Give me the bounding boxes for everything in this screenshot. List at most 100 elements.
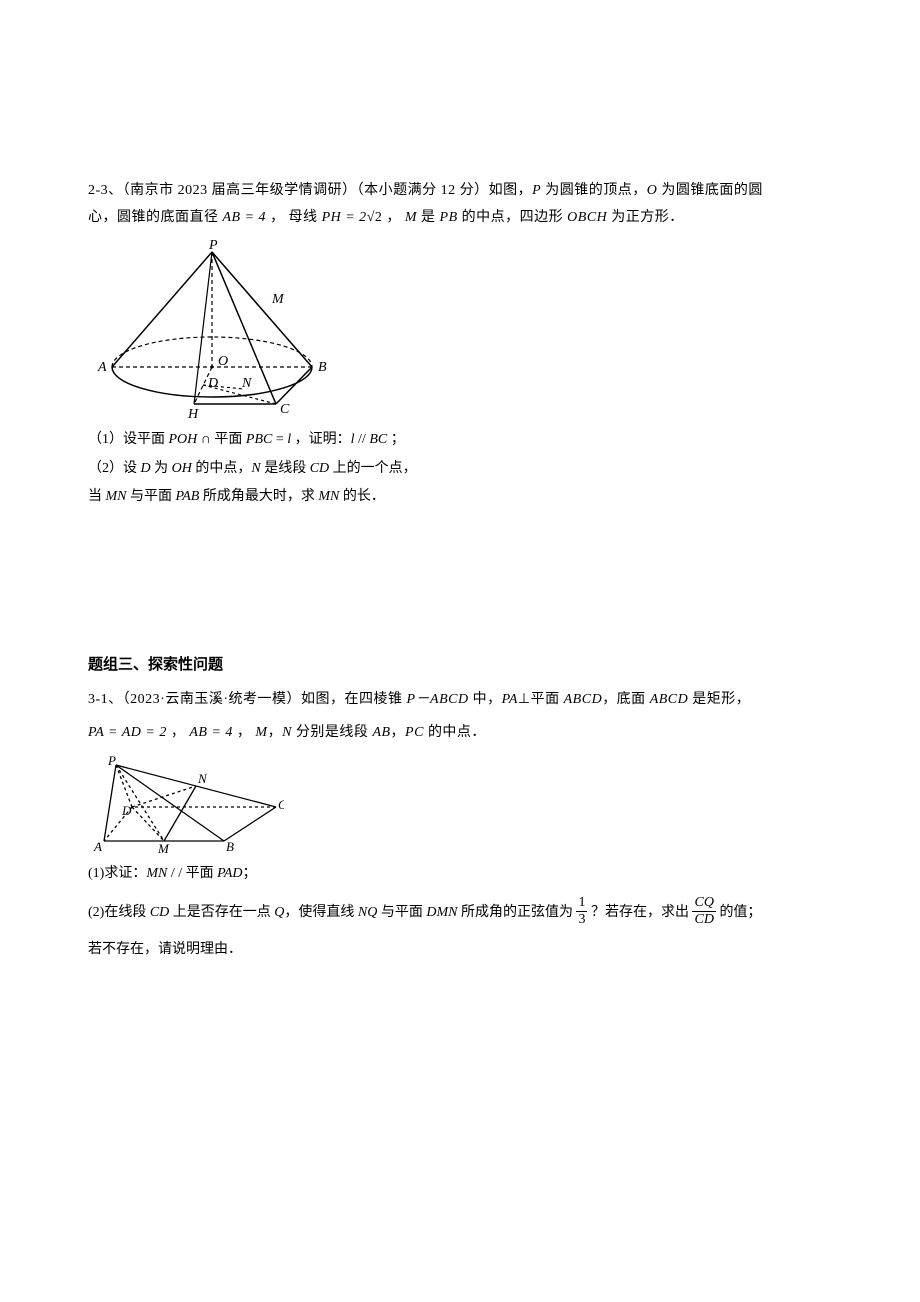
text: = <box>272 432 287 447</box>
var-OH: OH <box>172 461 192 476</box>
label-P: P <box>107 753 116 768</box>
var-BC: BC <box>369 432 387 447</box>
text: ，证明： <box>291 432 351 447</box>
var-ABCD: ABCD <box>564 692 603 707</box>
text: 上是否存在一点 <box>169 905 274 920</box>
text: ⊥平面 <box>518 692 564 707</box>
text: ，使得直线 <box>284 905 358 920</box>
var-CD: CD <box>150 905 169 920</box>
text: 与平面 <box>127 489 176 504</box>
var-NQ: NQ <box>358 905 377 920</box>
var-M: M <box>255 725 267 740</box>
problem-2-3: 2-3、（南京市 2023 届高三年级学情调研）（本小题满分 12 分）如图，P… <box>88 178 832 511</box>
var-MN: MN <box>146 866 167 881</box>
frac-num: CQ <box>692 895 715 911</box>
var-P: P <box>532 183 541 198</box>
text: ， 母线 <box>270 210 322 225</box>
text: 的长． <box>339 489 385 504</box>
text: ？若存在，求出 <box>587 905 692 920</box>
problem-3-1-sub2: (2)在线段 CD 上是否存在一点 Q，使得直线 NQ 与平面 DMN 所成角的… <box>88 897 832 929</box>
label-A: A <box>93 839 102 854</box>
label-O: O <box>218 354 228 369</box>
text: 上的一个点， <box>329 461 417 476</box>
var-PAD: PAD <box>217 866 242 881</box>
text: 的中点，四边形 <box>458 210 568 225</box>
text: （2）设 <box>88 461 141 476</box>
text: ； <box>387 432 405 447</box>
var-PA: PA <box>502 692 518 707</box>
text: 所成角最大时，求 <box>199 489 318 504</box>
problem-2-3-sub1: （1）设平面 POH ∩ 平面 PBC = l ，证明：l // BC ； <box>88 427 832 454</box>
text: ； <box>243 866 257 881</box>
label-D: D <box>121 803 132 818</box>
figure-2-3: P M A O B D N H C <box>92 237 832 421</box>
figure-3-1: P N D C A M B <box>92 753 832 855</box>
var-POH: POH <box>169 432 198 447</box>
text: ，底面 <box>602 692 650 707</box>
var-PB: PB <box>440 210 458 225</box>
var-PAB: PAB <box>176 489 200 504</box>
text: ， <box>391 725 406 740</box>
var-N: N <box>251 461 260 476</box>
var-OBCH: OBCH <box>567 210 607 225</box>
text: // <box>355 432 370 447</box>
text: 是矩形， <box>688 692 750 707</box>
problem-2-3-sub2: （2）设 D 为 OH 的中点，N 是线段 CD 上的一个点， <box>88 456 832 483</box>
eq-val-4: = 4 <box>207 725 236 740</box>
label-M: M <box>271 292 285 307</box>
text: ， <box>237 725 256 740</box>
eq-ab-4: = 4 <box>241 210 270 225</box>
frac-num: 1 <box>576 895 587 911</box>
var-PBC: PBC <box>246 432 272 447</box>
eq-pa-ad: PA = AD <box>88 725 141 740</box>
text: 2-3、（南京市 2023 届高三年级学情调研）（本小题满分 12 分）如图， <box>88 183 532 198</box>
text: ， <box>382 210 405 225</box>
text: ， <box>171 725 190 740</box>
cone-figure-svg: P M A O B D N H C <box>92 237 344 421</box>
text: 为正方形． <box>607 210 684 225</box>
frac-den: CD <box>692 912 715 927</box>
text: 为圆锥的顶点， <box>541 183 647 198</box>
text: 的中点． <box>424 725 486 740</box>
var-DMN: DMN <box>426 905 457 920</box>
text: 所成角的正弦值为 <box>457 905 576 920</box>
text: 的中点， <box>192 461 252 476</box>
label-B: B <box>226 839 234 854</box>
text: 心，圆锥的底面直径 <box>88 210 223 225</box>
eq-val-2: = 2 <box>141 725 170 740</box>
text: 为圆锥底面的圆 <box>657 183 763 198</box>
label-M: M <box>157 841 170 855</box>
var-Q: Q <box>274 905 284 920</box>
problem-3-1: 3-1、（2023·云南玉溪·统考一模）如图，在四棱锥 P－ABCD 中，PA⊥… <box>88 687 832 963</box>
problem-2-3-line2: 心，圆锥的底面直径 AB = 4 ， 母线 PH = 2√2 ， M 是 PB … <box>88 205 832 232</box>
text: / / 平面 <box>167 866 217 881</box>
label-N: N <box>241 376 252 391</box>
var-N: N <box>282 725 292 740</box>
var-PH: PH <box>322 210 342 225</box>
var-P-ABCD: P－ABCD <box>407 692 469 707</box>
text: （1）设平面 <box>88 432 169 447</box>
var-MN: MN <box>106 489 127 504</box>
problem-3-1-sub1: (1)求证：MN / / 平面 PAD； <box>88 861 832 888</box>
problem-2-3-sub3: 当 MN 与平面 PAB 所成角最大时，求 MN 的长． <box>88 484 832 511</box>
problem-2-3-line1: 2-3、（南京市 2023 届高三年级学情调研）（本小题满分 12 分）如图，P… <box>88 178 832 205</box>
problem-3-1-sub3: 若不存在，请说明理由． <box>88 937 832 964</box>
label-D: D <box>207 376 218 391</box>
var-D: D <box>141 461 151 476</box>
frac-den: 3 <box>576 912 587 927</box>
label-P: P <box>208 238 218 253</box>
pyramid-figure-svg: P N D C A M B <box>92 753 284 855</box>
problem-3-1-line1: 3-1、（2023·云南玉溪·统考一模）如图，在四棱锥 P－ABCD 中，PA⊥… <box>88 687 832 714</box>
section-3-heading: 题组三、探索性问题 <box>88 651 832 680</box>
sqrt2: √2 <box>367 210 383 225</box>
label-A: A <box>97 360 107 375</box>
var-PC: PC <box>405 725 424 740</box>
eq-ab: AB <box>189 725 207 740</box>
text: (2)在线段 <box>88 905 150 920</box>
text: (1)求证： <box>88 866 146 881</box>
var-M: M <box>405 210 417 225</box>
text: 是线段 <box>261 461 310 476</box>
var-CD: CD <box>310 461 329 476</box>
text: ， <box>268 725 283 740</box>
text: 为 <box>151 461 172 476</box>
